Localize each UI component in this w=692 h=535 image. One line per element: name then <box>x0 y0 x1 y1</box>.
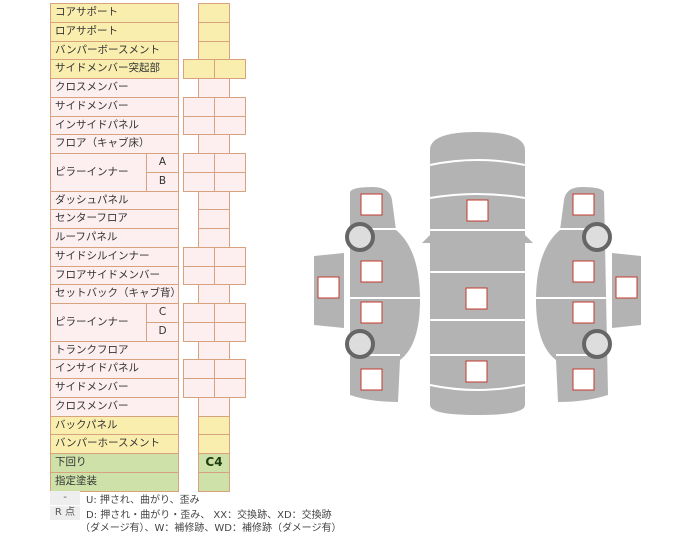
row-label: クロスメンバー <box>50 78 179 98</box>
legend-text-u: U: 押され、曲がり、歪み <box>86 495 200 506</box>
marker-box <box>360 193 383 216</box>
inspection-cell[interactable] <box>214 321 246 342</box>
marker-box <box>572 368 595 391</box>
row-label: バンパーホースメント <box>50 434 179 454</box>
row-label: ピラーインナー <box>50 303 147 342</box>
car-top-view <box>430 132 525 415</box>
wheel-icon <box>345 329 375 359</box>
row-sublabel: C <box>146 303 179 323</box>
row-label: インサイドパネル <box>50 115 179 136</box>
inspection-cell[interactable] <box>214 171 246 192</box>
row-sublabel: A <box>146 153 179 173</box>
wheel-icon <box>345 222 375 252</box>
legend-text-d2: （ダメージ有）、W：補修跡、WD：補修跡（ダメージ有） <box>80 523 342 534</box>
inspection-cell[interactable] <box>214 378 246 398</box>
inspection-cell[interactable] <box>214 115 246 136</box>
marker-box <box>465 287 488 310</box>
car-right-side <box>536 187 608 402</box>
legend-text-d: D: 押され・曲がり・歪み、 XX：交換跡、XD：交換跡 <box>86 510 332 521</box>
marker-box <box>360 368 383 391</box>
inspection-cell[interactable] <box>198 471 230 492</box>
row-label: バンパーボースメント <box>50 40 179 61</box>
row-label: バックパネル <box>50 415 179 436</box>
inspection-cell[interactable]: C4 <box>198 453 230 473</box>
marker-box <box>360 260 383 283</box>
marker-box <box>466 199 489 222</box>
marker-box <box>360 301 383 324</box>
inspection-cell[interactable] <box>214 59 246 79</box>
row-label: サイドメンバー突起部 <box>50 59 179 79</box>
marker-box <box>317 276 340 299</box>
legend-key-dash: - <box>50 491 80 505</box>
marker-box <box>615 276 638 299</box>
row-label: クロスメンバー <box>50 396 179 417</box>
row-label: センターフロア <box>50 209 179 229</box>
marker-box <box>572 260 595 283</box>
inspection-cell[interactable] <box>214 265 246 286</box>
row-label: 指定塗装 <box>50 471 179 492</box>
marker-box <box>465 360 488 383</box>
wheel-icon <box>582 329 612 359</box>
row-label: ピラーインナー <box>50 153 147 192</box>
row-label: サイドメンバー <box>50 96 179 117</box>
row-label: フロアサイドメンバー <box>50 265 179 286</box>
row-label: フロア（キャブ床） <box>50 134 179 154</box>
marker-box <box>572 301 595 324</box>
wheel-icon <box>582 222 612 252</box>
legend-key-r: R 点 <box>50 506 80 520</box>
row-label: サイドシルインナー <box>50 246 179 267</box>
marker-box <box>572 193 595 216</box>
